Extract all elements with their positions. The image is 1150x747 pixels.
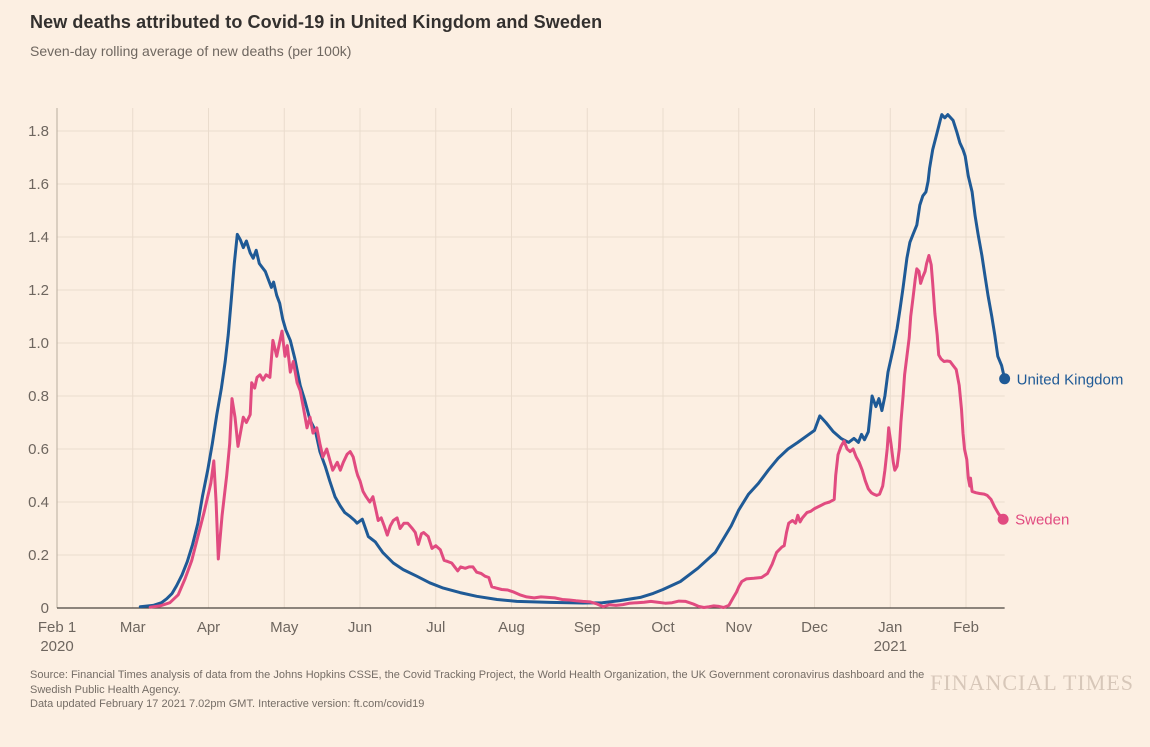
chart-title: New deaths attributed to Covid-19 in Uni… [30,12,603,32]
x-tick-sublabel: 2021 [874,638,907,655]
x-tick-label: Feb 1 [38,619,76,636]
source-text: Source: Financial Times analysis of data… [30,669,925,696]
x-tick-label: Nov [725,619,752,636]
y-tick-label: 1.6 [28,176,49,193]
footer: Source: Financial Times analysis of data… [30,668,940,712]
x-tick-label: Jul [426,619,445,636]
updated-text: Data updated February 17 2021 7.02pm GMT… [30,698,425,710]
y-tick-label: 0.4 [28,494,49,511]
y-tick-label: 0.2 [28,547,49,564]
y-tick-label: 0.6 [28,441,49,458]
y-tick-label: 1.8 [28,123,49,140]
y-tick-label: 1.0 [28,335,49,352]
x-tick-label: Apr [197,619,220,636]
financial-times-logo: FINANCIAL TIMES [930,670,1134,695]
x-tick-label: Feb [953,619,979,636]
series-label-sweden: Sweden [1015,512,1069,529]
x-tick-label: Jun [348,619,372,636]
series-label-united-kingdom: United Kingdom [1017,371,1124,388]
y-tick-label: 0 [41,600,49,617]
x-tick-label: Mar [120,619,146,636]
chart-subtitle: Seven-day rolling average of new deaths … [30,43,352,59]
x-tick-label: Dec [801,619,828,636]
sweden-end-dot-icon [997,513,1009,525]
x-tick-label: May [270,619,299,636]
sweden-line [148,254,1005,609]
x-tick-label: Jan [878,619,902,636]
x-tick-label: Aug [498,619,525,636]
y-tick-label: 1.2 [28,282,49,299]
y-tick-label: 0.8 [28,388,49,405]
united-kingdom-end-dot-icon [999,373,1011,385]
x-tick-label: Sep [574,619,601,636]
x-tick-sublabel: 2020 [40,638,73,655]
x-tick-label: Oct [651,619,675,636]
united-kingdom-line [138,113,1007,609]
y-tick-label: 1.4 [28,229,49,246]
